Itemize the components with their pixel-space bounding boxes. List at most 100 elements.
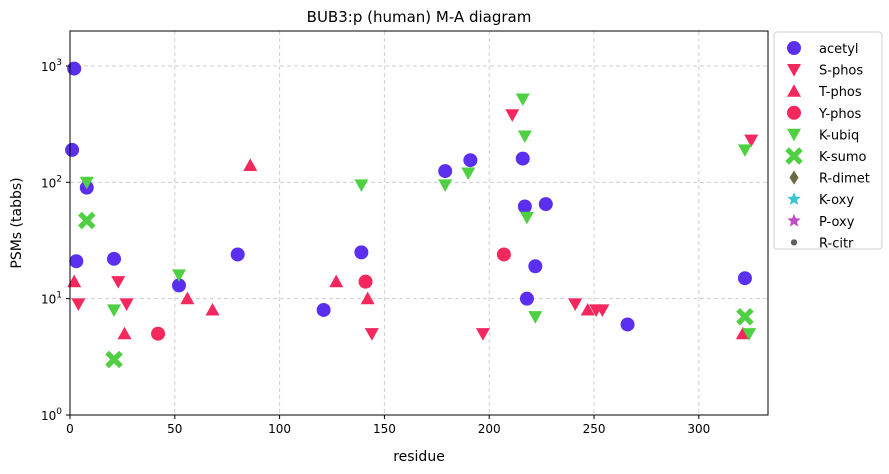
data-point xyxy=(117,326,132,340)
legend-marker xyxy=(785,147,803,165)
legend-item: Y-phos xyxy=(787,105,862,122)
legend-marker xyxy=(787,128,801,142)
legend-marker xyxy=(787,105,801,120)
x-tick-label: 300 xyxy=(687,422,710,436)
data-point xyxy=(151,326,166,341)
data-point xyxy=(505,109,520,122)
data-point xyxy=(580,302,595,316)
legend-label: K-oxy xyxy=(819,193,854,208)
data-point xyxy=(438,179,453,192)
data-point xyxy=(517,199,532,214)
legend-label: K-ubiq xyxy=(819,128,859,143)
series-acetyl xyxy=(65,61,752,332)
legend-item: S-phos xyxy=(787,64,863,79)
legend-label: acetyl xyxy=(819,42,859,57)
x-tick-label: 0 xyxy=(66,422,74,436)
data-point xyxy=(360,291,375,305)
y-axis-label: PSMs (tabbs) xyxy=(9,177,25,268)
legend-item: R-citr xyxy=(790,236,854,251)
x-tick-label: 200 xyxy=(478,422,501,436)
x-tick-label: 150 xyxy=(373,422,396,436)
legend-item: P-oxy xyxy=(787,213,855,230)
data-point xyxy=(538,197,553,212)
data-point xyxy=(737,144,752,157)
legend-label: Y-phos xyxy=(818,107,862,122)
legend-item: K-ubiq xyxy=(787,128,859,143)
data-point xyxy=(364,328,379,341)
legend-label: R-dimet xyxy=(819,172,870,187)
chart-title: BUB3:p (human) M-A diagram xyxy=(307,8,532,26)
legend-frame xyxy=(773,31,883,250)
data-point xyxy=(620,317,635,332)
data-point xyxy=(316,302,331,317)
x-axis: 0 50 100 150 200 250 300 xyxy=(66,415,710,436)
data-point xyxy=(107,251,122,266)
data-point xyxy=(438,164,453,179)
legend-label: K-sumo xyxy=(819,150,867,165)
data-point xyxy=(67,274,82,288)
data-point xyxy=(736,307,754,326)
chart-legend: acetyl S-phos T-phos Y-phos K-ubiq K-sumo R-di… xyxy=(773,31,883,251)
series-Y-phos xyxy=(151,247,511,341)
series-S-phos xyxy=(71,109,759,341)
legend-item: K-oxy xyxy=(787,192,854,208)
x-tick-label: 100 xyxy=(268,422,291,436)
legend-marker xyxy=(789,170,799,185)
legend-item: R-dimet xyxy=(789,170,870,187)
series-T-phos xyxy=(67,158,750,340)
legend-marker xyxy=(787,84,801,97)
data-point xyxy=(69,254,84,269)
data-point xyxy=(65,142,80,157)
data-point xyxy=(519,211,534,225)
data-point xyxy=(737,271,752,286)
data-point xyxy=(735,326,750,340)
data-point xyxy=(230,247,245,262)
legend-item: acetyl xyxy=(787,41,859,57)
data-point xyxy=(105,350,123,369)
y-tick-label: 100 xyxy=(41,407,62,423)
data-point xyxy=(515,93,530,107)
y-tick-label: 103 xyxy=(41,58,62,74)
data-point xyxy=(67,61,82,76)
data-point xyxy=(515,151,530,166)
y-tick-label: 101 xyxy=(41,291,62,307)
series-K-ubiq xyxy=(79,93,757,341)
data-point xyxy=(528,311,543,324)
series-K-sumo xyxy=(78,211,754,369)
legend-label: S-phos xyxy=(819,64,863,79)
legend-marker xyxy=(787,213,801,227)
data-point xyxy=(180,291,195,305)
y-axis: 100 101 102 103 xyxy=(41,58,70,423)
x-tick-label: 50 xyxy=(167,422,182,436)
data-point xyxy=(528,259,543,274)
legend-item: K-sumo xyxy=(785,147,867,165)
x-axis-label: residue xyxy=(393,449,445,465)
data-point xyxy=(171,269,186,282)
data-point xyxy=(78,211,96,230)
data-point xyxy=(496,247,511,262)
data-point xyxy=(329,274,344,288)
data-point xyxy=(358,274,373,289)
data-point xyxy=(79,176,94,190)
data-points xyxy=(65,61,759,369)
legend-label: P-oxy xyxy=(819,215,855,230)
data-point xyxy=(171,278,186,293)
data-point xyxy=(107,304,122,317)
data-point xyxy=(71,298,86,311)
legend-item: T-phos xyxy=(787,84,862,100)
x-tick-label: 250 xyxy=(583,422,606,436)
legend-label: R-citr xyxy=(819,236,854,251)
y-tick-label: 102 xyxy=(41,174,62,190)
data-point xyxy=(205,302,220,316)
data-point xyxy=(475,328,490,341)
data-point xyxy=(744,134,759,148)
data-point xyxy=(354,245,369,260)
data-point xyxy=(568,298,583,311)
data-point xyxy=(519,291,534,306)
data-point xyxy=(111,276,126,289)
legend-label: T-phos xyxy=(818,85,862,100)
legend-marker xyxy=(787,192,801,205)
data-point xyxy=(595,304,610,317)
legend-marker xyxy=(790,239,798,246)
